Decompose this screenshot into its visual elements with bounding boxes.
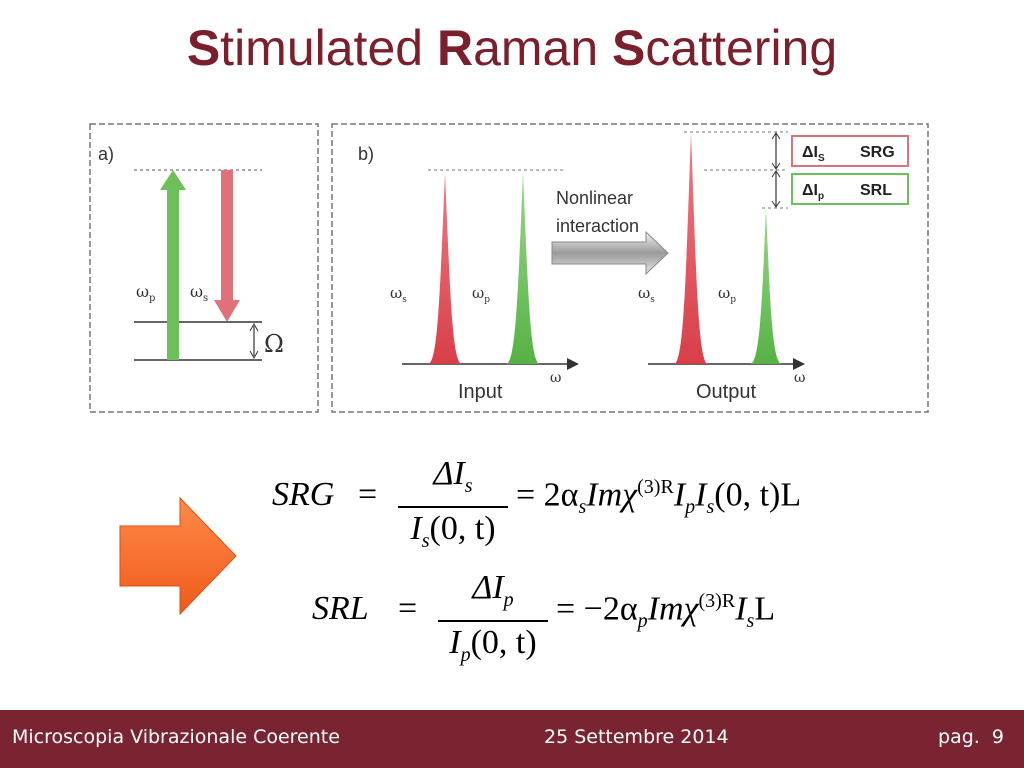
svg-text:ΔIS: ΔIS (802, 144, 825, 164)
arrow-text-1: Nonlinear (556, 188, 633, 208)
input-omega-s: ωs (390, 284, 407, 305)
omega-s-label: ωs (190, 282, 208, 304)
input-omega-p: ωp (472, 284, 490, 305)
footer-date: 25 Settembre 2014 (544, 726, 729, 748)
srg-box: ΔIS SRG (791, 135, 909, 167)
panel-a: a) ωp ωs Ω (89, 123, 319, 413)
input-omega-axis: ω (550, 370, 561, 386)
raman-shift-omega: Ω (264, 330, 284, 358)
output-stokes-peak (674, 132, 708, 364)
output-pump-peak (750, 208, 782, 364)
footer-page-number: pag. 9 (938, 726, 1004, 748)
orange-arrow-icon (119, 496, 237, 616)
output-omega-p: ωp (718, 284, 736, 305)
panel-b: b) Input ω ωs ωp Nonlinear interaction O… (331, 123, 929, 413)
footer-bar: Microscopia Vibrazionale Coerente 25 Set… (0, 710, 1024, 768)
srl-numerator: ΔI (472, 569, 504, 606)
srl-rhs: = −2αpImχ(3)RIsL (556, 590, 776, 633)
input-stokes-peak (428, 172, 462, 364)
title-part: S (186, 20, 221, 76)
footer-course: Microscopia Vibrazionale Coerente (12, 726, 340, 748)
srg-lhs: SRG (272, 476, 335, 513)
srl-box: ΔIp SRL (791, 173, 909, 205)
title-part: timulated (220, 20, 437, 76)
svg-text:SRL: SRL (860, 182, 892, 199)
slide-title: Stimulated Raman Scattering (0, 18, 1024, 78)
srl-lhs: SRL (312, 590, 369, 627)
srs-figure: a) ωp ωs Ω b) Input ω ωs ωp Nonlinear in… (89, 123, 929, 413)
title-part: cattering (645, 20, 838, 76)
title-part: R (436, 20, 474, 76)
pump-arrow (167, 186, 179, 360)
svg-text:ΔIp: ΔIp (802, 182, 824, 202)
srg-formula: SRG = ΔIs Is(0, t) = 2αsImχ(3)RIpIs(0, t… (272, 454, 932, 552)
interaction-arrow (551, 230, 669, 276)
title-part: S (612, 20, 646, 76)
arrow-text-2: interaction (556, 216, 639, 236)
srg-denominator: I (410, 509, 422, 547)
panel-b-label: b) (358, 144, 374, 164)
panel-a-label: a) (98, 144, 114, 164)
input-label: Input (458, 381, 503, 403)
output-label: Output (696, 381, 756, 403)
svg-text:SRG: SRG (860, 144, 895, 161)
title-part: aman (473, 20, 613, 76)
stokes-arrow (221, 170, 233, 304)
srl-denominator: I (449, 623, 461, 661)
srl-formula: SRL = ΔIp Ip(0, t) = −2αpImχ(3)RIsL (312, 568, 912, 666)
srg-rhs: = 2αsImχ(3)RIpIs(0, t)L (516, 476, 802, 519)
srg-numerator: ΔI (433, 455, 465, 492)
input-pump-peak (506, 172, 540, 364)
output-omega-axis: ω (794, 370, 805, 386)
output-omega-s: ωs (638, 284, 655, 305)
omega-p-label: ωp (136, 282, 155, 304)
